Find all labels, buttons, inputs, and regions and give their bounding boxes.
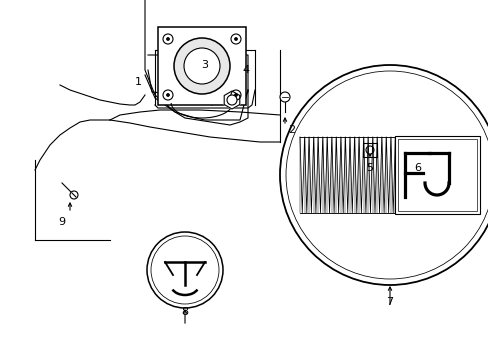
Circle shape xyxy=(166,37,169,41)
Text: 8: 8 xyxy=(181,307,188,317)
Text: 2: 2 xyxy=(288,125,295,135)
Text: 5: 5 xyxy=(366,163,373,173)
Text: 6: 6 xyxy=(414,163,421,173)
Circle shape xyxy=(280,65,488,285)
Circle shape xyxy=(234,94,237,96)
Text: 9: 9 xyxy=(59,217,65,227)
Polygon shape xyxy=(224,91,239,109)
Circle shape xyxy=(230,90,241,100)
Circle shape xyxy=(174,38,229,94)
Bar xyxy=(394,136,479,214)
Circle shape xyxy=(166,94,169,96)
Circle shape xyxy=(163,34,173,44)
Text: 4: 4 xyxy=(242,65,249,75)
Polygon shape xyxy=(405,139,424,161)
Circle shape xyxy=(70,191,78,199)
Circle shape xyxy=(147,232,223,308)
Text: 1: 1 xyxy=(134,77,141,87)
Bar xyxy=(362,143,376,157)
Circle shape xyxy=(234,37,237,41)
Text: 7: 7 xyxy=(386,297,393,307)
Bar xyxy=(397,139,476,211)
Circle shape xyxy=(408,144,420,156)
Circle shape xyxy=(226,95,237,105)
Circle shape xyxy=(163,90,173,100)
Bar xyxy=(158,27,245,105)
Circle shape xyxy=(280,92,289,102)
Text: 3: 3 xyxy=(201,60,208,70)
Circle shape xyxy=(230,34,241,44)
Circle shape xyxy=(183,48,220,84)
Circle shape xyxy=(365,146,373,154)
